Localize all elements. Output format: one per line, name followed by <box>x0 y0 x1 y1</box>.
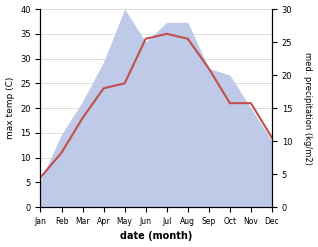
Y-axis label: max temp (C): max temp (C) <box>5 77 15 139</box>
Y-axis label: med. precipitation (kg/m2): med. precipitation (kg/m2) <box>303 52 313 165</box>
X-axis label: date (month): date (month) <box>120 231 192 242</box>
